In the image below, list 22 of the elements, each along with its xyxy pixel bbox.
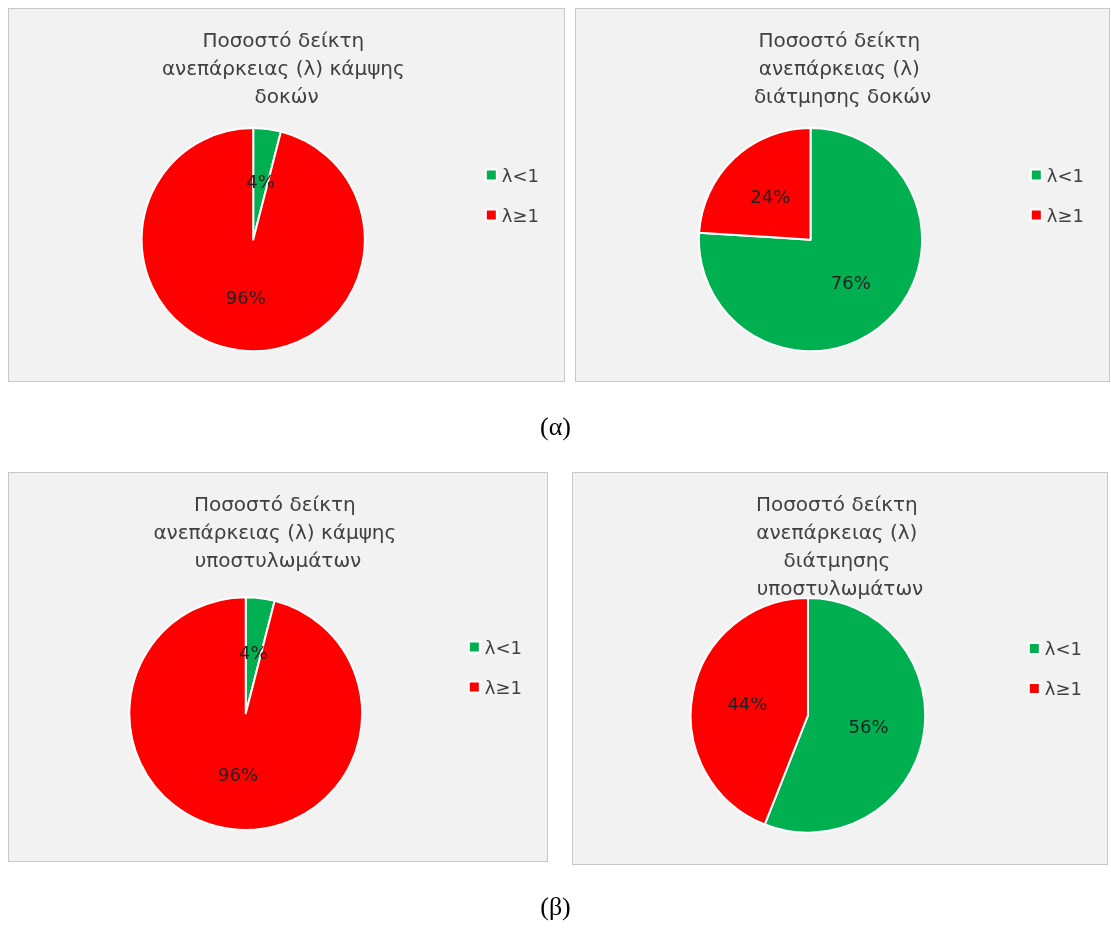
chart-title: Ποσοστό δείκτη ανεπάρκειας (λ) κάμψης δοκών [161,28,412,108]
data-label: 96% [218,763,259,785]
chart-title: Ποσοστό δείκτη ανεπάρκειας (λ) διάτμησης υποστυλωμάτων [755,492,925,600]
legend-label: λ<1 [484,636,522,658]
legend-label: λ<1 [1044,638,1082,659]
chart-title: Ποσοστό δείκτη ανεπάρκειας (λ) διάτμησης δοκών [753,28,932,108]
chart-title: Ποσοστό δείκτη ανεπάρκειας (λ) κάμψης υποστυλωμάτων [153,492,403,572]
data-label: 4% [246,170,275,192]
legend-label: λ≥1 [484,676,522,698]
data-label: 4% [239,642,268,664]
data-label: 76% [830,272,871,293]
text: (β) [539,892,572,922]
legend-label: λ<1 [1046,164,1084,186]
legend-label: λ≥1 [1044,678,1082,699]
data-label: 24% [750,186,791,208]
text: (α) [539,412,572,442]
legend-label: λ≥1 [1046,204,1084,226]
legend-label: λ≥1 [501,204,539,226]
data-label: 44% [727,693,768,715]
data-label: 96% [225,287,266,309]
data-label: 56% [848,716,889,738]
legend-label: λ<1 [501,164,539,186]
